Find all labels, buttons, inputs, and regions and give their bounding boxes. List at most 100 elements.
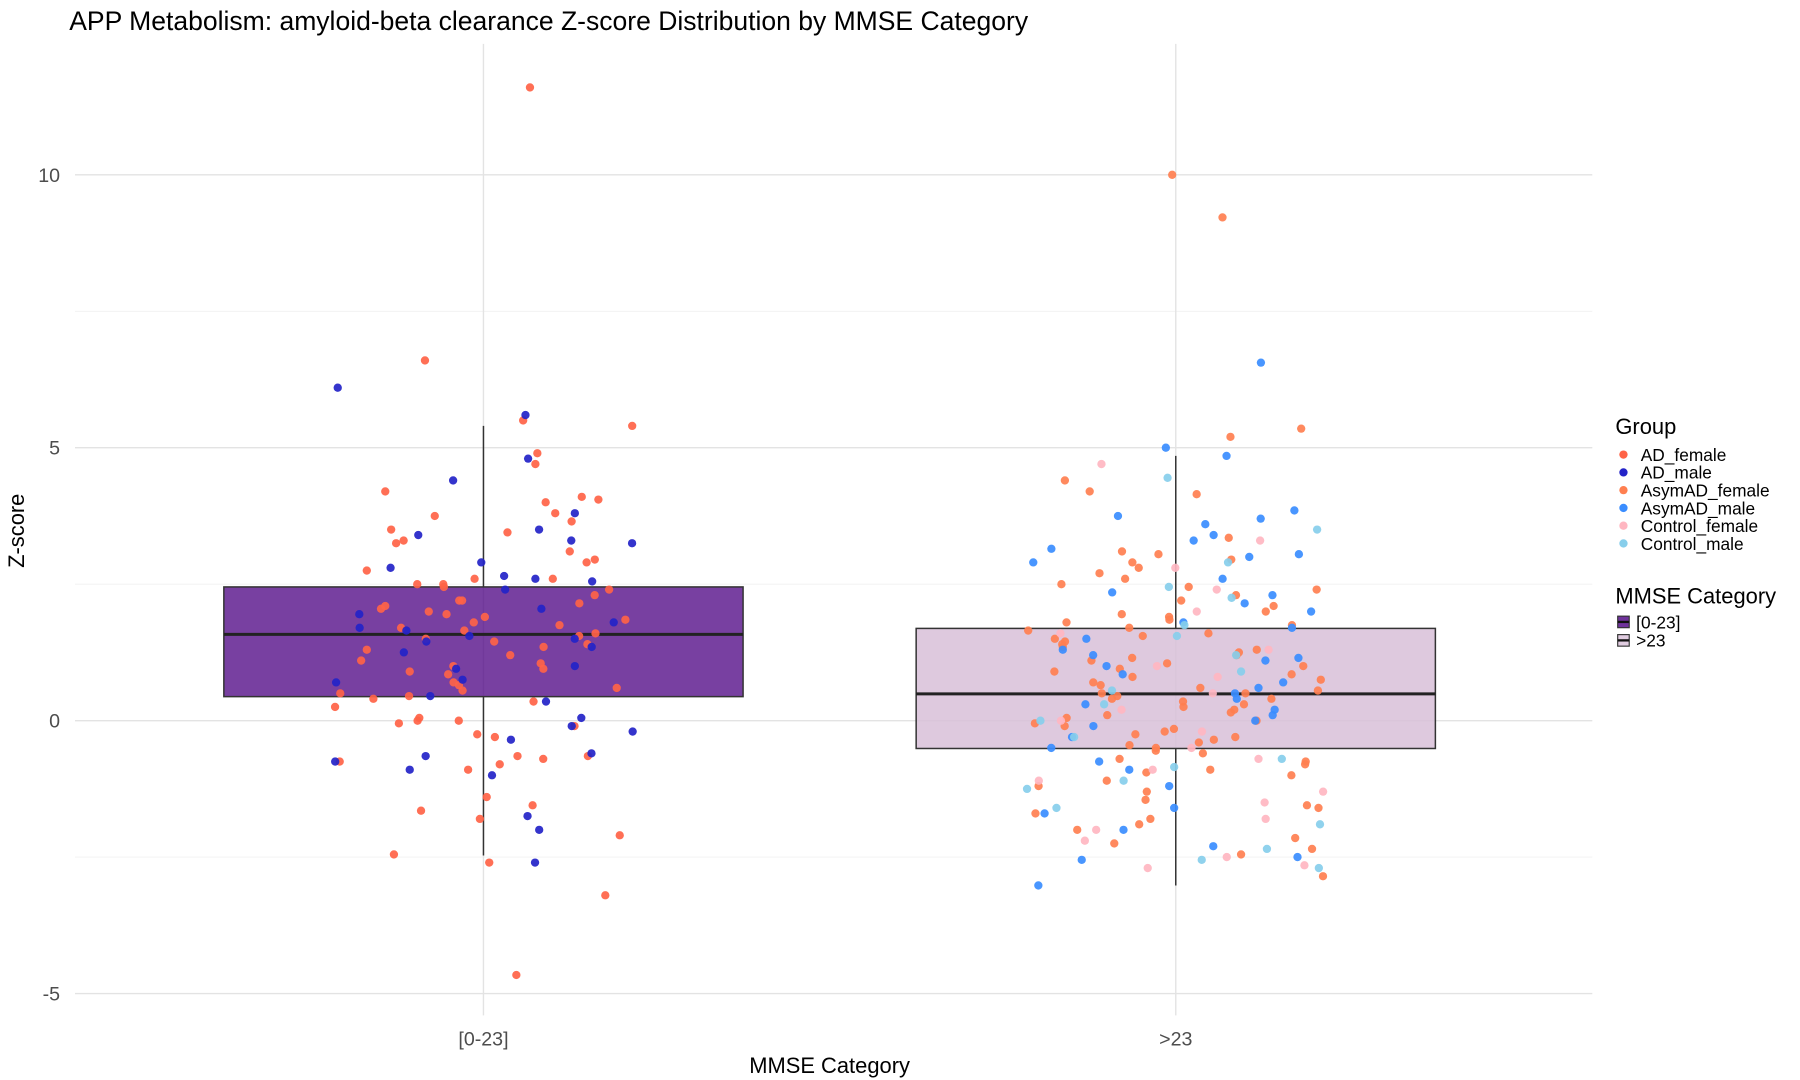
point-AsymAD_male (1170, 803, 1179, 813)
point-AsymAD_male (1201, 520, 1210, 529)
point-AD_female (529, 697, 538, 706)
point-AsymAD_male (1047, 743, 1056, 753)
point-AD_male (451, 664, 461, 673)
point-AsymAD_male (1209, 842, 1218, 851)
point-AsymAD_female (1151, 746, 1160, 755)
point-AD_female (394, 719, 404, 728)
point-AD_female (485, 858, 494, 867)
point-AD_female (362, 645, 371, 654)
point-AsymAD_female (1224, 533, 1233, 542)
point-AD_male (386, 563, 395, 572)
legend-swatch-AD_female (1619, 450, 1628, 459)
point-AD_female (582, 558, 591, 567)
point-Control_female (1187, 743, 1196, 753)
point-AD_female (376, 604, 386, 613)
point-AD_female (539, 664, 548, 673)
point-AD_female (528, 801, 537, 810)
point-AsymAD_male (1034, 881, 1043, 890)
point-AD_male (506, 735, 516, 744)
point-AsymAD_female (1057, 580, 1066, 589)
point-Control_female (1261, 814, 1270, 824)
point-AsymAD_female (1128, 653, 1137, 663)
point-AsymAD_female (1103, 711, 1112, 720)
point-AD_male (355, 610, 364, 619)
legend-label: AsymAD_female (1641, 480, 1770, 500)
jitter-points (330, 83, 1328, 980)
point-AsymAD_male (1058, 645, 1067, 654)
point-AD_female (541, 498, 550, 507)
point-AsymAD_male (1113, 511, 1123, 521)
point-AD_male (570, 634, 579, 643)
point-AsymAD_male (1261, 656, 1270, 665)
point-AsymAD_female (1206, 765, 1215, 774)
point-AD_female (473, 730, 482, 739)
point-AsymAD_female (1179, 702, 1188, 712)
point-Control_male (1312, 525, 1322, 534)
point-AsymAD_female (1089, 678, 1098, 687)
legend-group-title: Group (1615, 414, 1676, 439)
point-Control_male (1315, 820, 1325, 829)
y-tick-label: 0 (49, 711, 60, 733)
point-AsymAD_female (1297, 424, 1306, 433)
point-AD_female (424, 607, 433, 616)
point-AD_female (399, 536, 408, 545)
point-Control_male (1036, 716, 1045, 725)
point-AD_female (594, 495, 603, 504)
point-AD_male (577, 713, 586, 723)
point-AsymAD_female (1287, 670, 1296, 679)
point-AsymAD_female (1135, 820, 1144, 829)
point-AD_female (470, 574, 479, 583)
point-AsymAD_male (1279, 678, 1288, 687)
point-AsymAD_female (1313, 686, 1323, 695)
point-AsymAD_female (1204, 629, 1213, 638)
point-AD_female (490, 732, 500, 742)
point-AD_female (531, 459, 540, 469)
point-AD_female (512, 970, 521, 980)
point-AD_female (506, 651, 515, 660)
point-AsymAD_female (1062, 618, 1071, 627)
point-AsymAD_female (1226, 708, 1235, 717)
point-AD_female (381, 487, 390, 496)
point-AD_female (416, 806, 426, 815)
legend-swatch-Control_female (1619, 521, 1628, 530)
point-AsymAD_female (1131, 730, 1140, 739)
point-AD_female (442, 610, 451, 619)
point-AsymAD_female (1169, 724, 1179, 734)
point-AD_female (413, 716, 422, 725)
chart-title: APP Metabolism: amyloid-beta clearance Z… (69, 6, 1029, 36)
point-AD_female (454, 716, 463, 725)
point-AsymAD_female (1196, 683, 1205, 693)
point-AD_male (535, 825, 544, 835)
point-Control_male (1099, 700, 1109, 709)
point-Control_male (1227, 593, 1236, 602)
point-AsymAD_female (1050, 634, 1059, 643)
point-AD_female (420, 356, 430, 365)
point-AsymAD_female (1125, 741, 1134, 750)
point-Control_female (1260, 798, 1269, 807)
point-AsymAD_female (1146, 814, 1155, 824)
point-AsymAD_male (1165, 781, 1174, 791)
legend-mmse-title: MMSE Category (1615, 583, 1776, 608)
point-Control_male (1052, 803, 1061, 813)
point-AsymAD_female (1269, 601, 1278, 611)
point-AD_female (362, 566, 371, 575)
point-AD_male (588, 577, 597, 586)
point-AsymAD_male (1047, 544, 1056, 553)
point-AsymAD_male (1118, 670, 1127, 679)
point-Control_female (1056, 716, 1066, 725)
legend-swatch-AD_male (1619, 468, 1628, 477)
point-AsymAD_female (1198, 749, 1208, 758)
point-AsymAD_female (1142, 787, 1151, 796)
point-AD_female (548, 574, 557, 583)
point-AD_male (541, 697, 551, 706)
point-AsymAD_female (1134, 563, 1143, 572)
point-AsymAD_male (1254, 683, 1263, 693)
point-AsymAD_female (1267, 694, 1276, 703)
point-Control_male (1231, 651, 1241, 660)
point-AD_female (457, 596, 467, 605)
point-AsymAD_male (1077, 855, 1086, 865)
point-AsymAD_female (1096, 681, 1105, 690)
point-AsymAD_male (1294, 653, 1303, 663)
point-AD_female (463, 765, 473, 774)
point-AD_male (355, 623, 364, 632)
